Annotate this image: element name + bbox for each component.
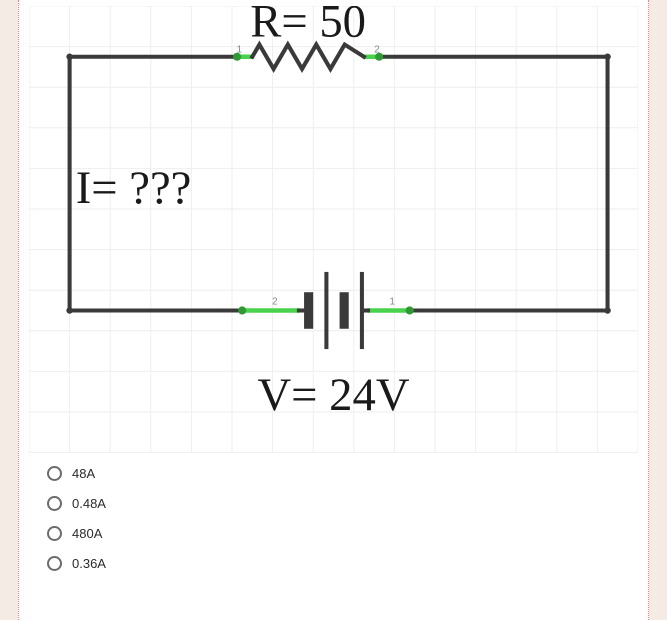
current-label: I= ??? <box>76 162 192 214</box>
option-label: 0.48A <box>72 496 106 511</box>
option-b[interactable]: 0.48A <box>47 489 638 519</box>
battery-pin-2: 2 <box>272 296 278 307</box>
question-card: 1 2 R= 50 2 1 V= 24V I= ??? 48A 0.48A <box>18 0 649 620</box>
resistor-pin-2: 2 <box>374 45 380 56</box>
resistor: 1 2 R= 50 <box>233 6 383 69</box>
battery: 2 1 V= 24V <box>238 272 414 421</box>
radio-icon <box>47 526 62 541</box>
option-c[interactable]: 480A <box>47 519 638 549</box>
battery-label: V= 24V <box>257 369 409 421</box>
circuit-diagram: 1 2 R= 50 2 1 V= 24V I= ??? <box>29 6 638 453</box>
battery-pin-1: 1 <box>389 296 395 307</box>
resistor-label: R= 50 <box>250 6 366 47</box>
option-label: 480A <box>72 526 102 541</box>
option-d[interactable]: 0.36A <box>47 549 638 579</box>
radio-icon <box>47 466 62 481</box>
answer-options: 48A 0.48A 480A 0.36A <box>29 459 638 579</box>
radio-icon <box>47 496 62 511</box>
option-a[interactable]: 48A <box>47 459 638 489</box>
option-label: 48A <box>72 466 95 481</box>
resistor-pin-1: 1 <box>237 45 243 56</box>
option-label: 0.36A <box>72 556 106 571</box>
radio-icon <box>47 556 62 571</box>
